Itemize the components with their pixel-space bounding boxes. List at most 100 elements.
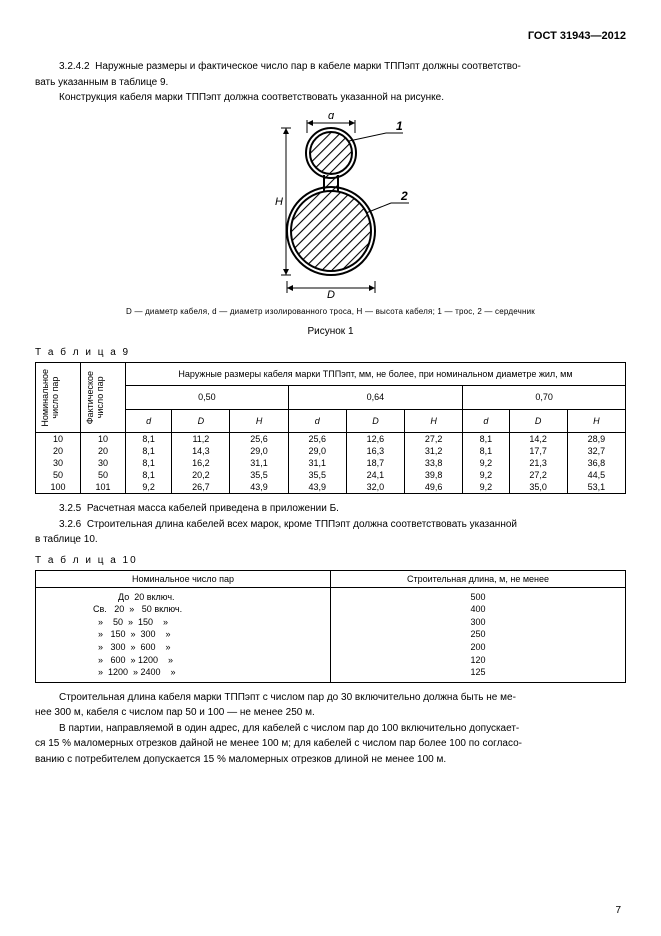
- t9-cell: 18,7: [346, 457, 404, 469]
- t9-subcol: d: [126, 409, 172, 433]
- t9-cell: 14,3: [172, 445, 230, 457]
- t9-fact: 10: [81, 433, 126, 446]
- clause-num-325: 3.2.5: [59, 503, 81, 514]
- t9-subcol: d: [288, 409, 346, 433]
- t9-cell: 16,3: [346, 445, 404, 457]
- para-3242-line2: Конструкция кабеля марки ТППэпт должна с…: [35, 91, 626, 105]
- t9-cell: 53,1: [567, 481, 625, 494]
- t9-cell: 9,2: [126, 481, 172, 494]
- para-326-line1b: в таблице 10.: [35, 533, 626, 547]
- figure-label: Рисунок 1: [35, 326, 626, 337]
- t9-cell: 12,6: [346, 433, 404, 446]
- t9-cell: 36,8: [567, 457, 625, 469]
- t9-group-0: 0,50: [126, 386, 289, 410]
- t9-cell: 21,3: [509, 457, 567, 469]
- cable-diagram-svg: d H D 1 2: [231, 113, 431, 298]
- t9-nom: 50: [36, 469, 81, 481]
- t9-cell: 28,9: [567, 433, 625, 446]
- clause-num: 3.2.4.2: [59, 61, 90, 72]
- t9-row: 20208,114,329,029,016,331,28,117,732,7: [36, 445, 626, 457]
- t9-cell: 31,1: [230, 457, 288, 469]
- t9-head-main: Наружные размеры кабеля марки ТППэпт, мм…: [126, 362, 626, 386]
- t9-cell: 9,2: [463, 481, 509, 494]
- t9-cell: 32,7: [567, 445, 625, 457]
- t9-cell: 14,2: [509, 433, 567, 446]
- t9-row: 30308,116,231,131,118,733,89,221,336,8: [36, 457, 626, 469]
- para-3242-line1b: вать указанным в таблице 9.: [35, 76, 626, 90]
- t9-cell: 32,0: [346, 481, 404, 494]
- dim-d-label: d: [327, 113, 334, 122]
- t9-cell: 8,1: [463, 445, 509, 457]
- t9-cell: 8,1: [463, 433, 509, 446]
- tail-p2b: ся 15 % маломерных отрезков дайной не ме…: [35, 737, 626, 751]
- leader-1-label: 1: [396, 119, 403, 133]
- t9-cell: 8,1: [126, 445, 172, 457]
- t9-cell: 25,6: [288, 433, 346, 446]
- t9-cell: 20,2: [172, 469, 230, 481]
- t9-subcol: D: [172, 409, 230, 433]
- t9-cell: 29,0: [288, 445, 346, 457]
- t9-cell: 35,0: [509, 481, 567, 494]
- t9-nom: 10: [36, 433, 81, 446]
- t9-nom: 30: [36, 457, 81, 469]
- para-325: 3.2.5 Расчетная масса кабелей приведена …: [35, 502, 626, 516]
- t10-values: 500400300250200120125: [335, 591, 621, 679]
- t9-cell: 24,1: [346, 469, 404, 481]
- tail-p1: Строительная длина кабеля марки ТППэпт с…: [35, 691, 626, 705]
- tail-p2c: ванию с потребителем допускается 15 % ма…: [35, 753, 626, 767]
- t9-subcol: d: [463, 409, 509, 433]
- t9-row: 10108,111,225,625,612,627,28,114,228,9: [36, 433, 626, 446]
- t9-cell: 29,0: [230, 445, 288, 457]
- table10-label: Т а б л и ц а 10: [35, 555, 626, 566]
- t9-cell: 26,7: [172, 481, 230, 494]
- para-326-line1: 3.2.6 Строительная длина кабелей всех ма…: [35, 518, 626, 532]
- t9-cell: 35,5: [288, 469, 346, 481]
- t9-subcol: H: [230, 409, 288, 433]
- dim-D-label: D: [327, 289, 335, 298]
- t10-left-cell: До 20 включ.Св. 20 » 50 включ. » 50 » 15…: [36, 587, 331, 682]
- t10-ranges: До 20 включ.Св. 20 » 50 включ. » 50 » 15…: [93, 591, 273, 679]
- t10-right-cell: 500400300250200120125: [331, 587, 626, 682]
- table-10: Номинальное число парСтроительная длина,…: [35, 570, 626, 683]
- t9-cell: 31,2: [405, 445, 463, 457]
- t9-nom: 20: [36, 445, 81, 457]
- t9-subcol: H: [405, 409, 463, 433]
- t9-cell: 43,9: [230, 481, 288, 494]
- t9-cell: 35,5: [230, 469, 288, 481]
- t9-cell: 8,1: [126, 469, 172, 481]
- clause-text-326: Строительная длина кабелей всех марок, к…: [87, 519, 517, 530]
- page-number: 7: [615, 905, 621, 916]
- t9-head-fact: Фактическоечисло пар: [84, 367, 108, 428]
- t9-subcol: H: [567, 409, 625, 433]
- t9-row: 50508,120,235,535,524,139,89,227,244,5: [36, 469, 626, 481]
- t9-cell: 39,8: [405, 469, 463, 481]
- figure-caption: D — диаметр кабеля, d — диаметр изолиров…: [35, 307, 626, 316]
- clause-text-325: Расчетная масса кабелей приведена в прил…: [87, 503, 339, 514]
- t9-group-2: 0,70: [463, 386, 626, 410]
- clause-num-326: 3.2.6: [59, 519, 81, 530]
- t9-cell: 25,6: [230, 433, 288, 446]
- t9-cell: 8,1: [126, 457, 172, 469]
- leader-2-label: 2: [400, 189, 408, 203]
- t9-cell: 17,7: [509, 445, 567, 457]
- t9-cell: 9,2: [463, 469, 509, 481]
- t9-cell: 11,2: [172, 433, 230, 446]
- t9-group-1: 0,64: [288, 386, 463, 410]
- t9-fact: 50: [81, 469, 126, 481]
- t9-cell: 16,2: [172, 457, 230, 469]
- t9-row: 1001019,226,743,943,932,049,69,235,053,1: [36, 481, 626, 494]
- t10-col1-head: Номинальное число пар: [36, 570, 331, 587]
- t10-col2-head: Строительная длина, м, не менее: [331, 570, 626, 587]
- table9-label: Т а б л и ц а 9: [35, 347, 626, 358]
- t9-cell: 27,2: [509, 469, 567, 481]
- clause-text: Наружные размеры и фактическое число пар…: [95, 61, 521, 72]
- document-code: ГОСТ 31943—2012: [35, 30, 626, 42]
- t9-cell: 33,8: [405, 457, 463, 469]
- t9-nom: 100: [36, 481, 81, 494]
- figure-1: d H D 1 2: [35, 113, 626, 301]
- t9-cell: 27,2: [405, 433, 463, 446]
- t9-fact: 20: [81, 445, 126, 457]
- tail-p1b: нее 300 м, кабеля с числом пар 50 и 100 …: [35, 706, 626, 720]
- t9-fact: 30: [81, 457, 126, 469]
- t9-cell: 9,2: [463, 457, 509, 469]
